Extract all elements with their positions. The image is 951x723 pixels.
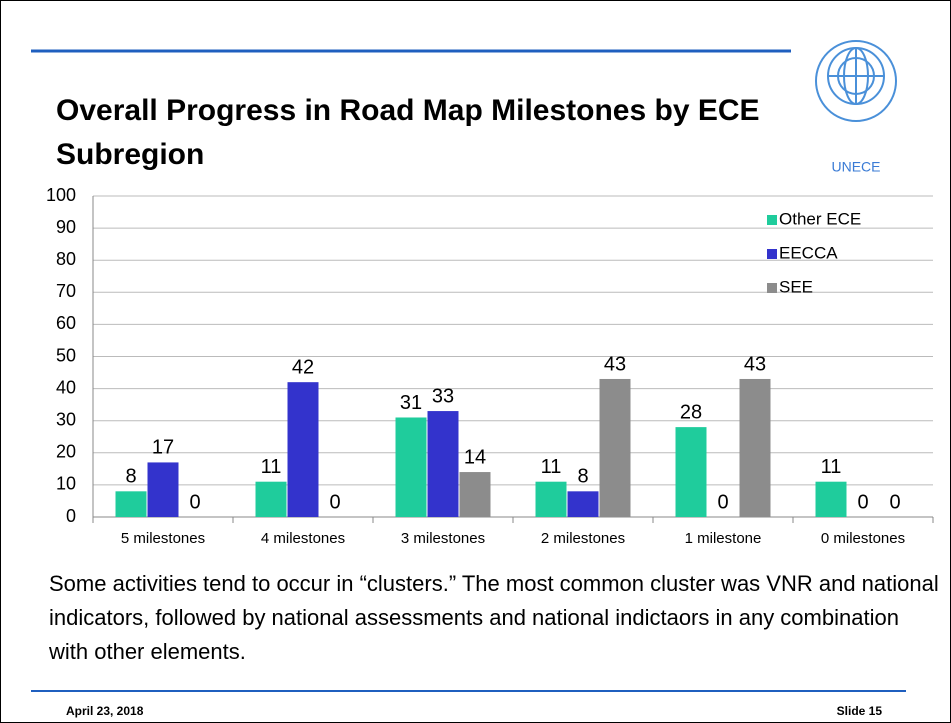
bar	[255, 481, 287, 517]
legend-swatch	[767, 283, 777, 293]
y-tick-label: 70	[56, 281, 76, 301]
legend-label: SEE	[779, 277, 813, 296]
legend-swatch	[767, 249, 777, 259]
body-text: Some activities tend to occur in “cluste…	[49, 571, 939, 664]
data-label: 0	[717, 491, 728, 513]
bar	[599, 378, 631, 517]
data-label: 17	[152, 437, 174, 459]
legend-swatch	[767, 215, 777, 225]
y-tick-label: 100	[46, 185, 76, 205]
date: April 23, 2018	[66, 704, 144, 718]
bar	[427, 411, 459, 517]
data-label: 43	[744, 353, 766, 375]
data-label: 11	[541, 456, 562, 478]
data-label: 0	[857, 491, 868, 513]
bar	[459, 472, 491, 517]
logo-text: UNECE	[831, 159, 880, 175]
bar	[739, 378, 771, 517]
x-tick-label: 0 milestones	[821, 530, 905, 547]
data-label: 42	[292, 356, 314, 378]
bar	[287, 382, 319, 517]
bar	[815, 481, 847, 517]
bar	[395, 417, 427, 517]
data-label: 8	[125, 466, 136, 488]
bar	[115, 491, 147, 517]
y-tick-label: 50	[56, 345, 76, 365]
x-tick-label: 4 milestones	[261, 530, 345, 547]
bar	[147, 462, 179, 517]
data-label: 8	[577, 466, 588, 488]
data-label: 0	[889, 491, 900, 513]
bar	[675, 427, 707, 517]
legend-label: EECCA	[779, 243, 838, 262]
data-label: 0	[189, 491, 200, 513]
data-label: 43	[604, 353, 626, 375]
slide-number: Slide 15	[836, 704, 882, 718]
data-label: 14	[464, 446, 486, 468]
x-tick-label: 5 milestones	[121, 530, 205, 547]
y-tick-label: 80	[56, 249, 76, 269]
y-tick-label: 60	[56, 313, 76, 333]
legend-label: Other ECE	[779, 209, 861, 228]
data-label: 11	[821, 456, 842, 478]
x-tick-label: 1 milestone	[685, 530, 762, 547]
data-label: 28	[680, 401, 702, 423]
y-tick-label: 0	[66, 506, 76, 526]
y-tick-label: 10	[56, 474, 76, 494]
data-label: 11	[261, 456, 282, 478]
bar	[535, 481, 567, 517]
data-label: 31	[400, 392, 422, 414]
y-tick-label: 30	[56, 409, 76, 429]
y-tick-label: 90	[56, 217, 76, 237]
data-label: 33	[432, 385, 454, 407]
y-tick-label: 20	[56, 442, 76, 462]
y-tick-label: 40	[56, 377, 76, 397]
x-tick-label: 2 milestones	[541, 530, 625, 547]
x-tick-label: 3 milestones	[401, 530, 485, 547]
logo	[815, 40, 897, 122]
bar	[567, 491, 599, 517]
slide-title: Overall Progress in Road Map Milestones …	[56, 94, 760, 171]
data-label: 0	[329, 491, 340, 513]
